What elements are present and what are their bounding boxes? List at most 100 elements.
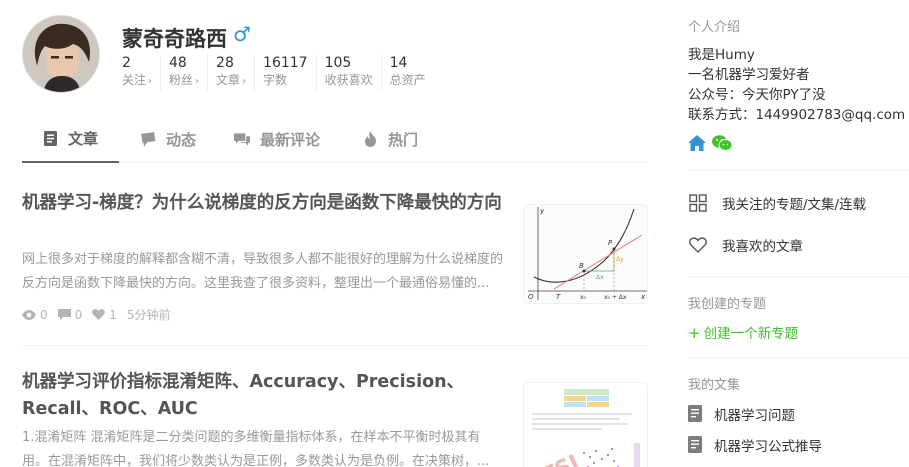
intro-line: 联系方式：1449902783@qq.com: [688, 107, 906, 123]
activity-icon: [140, 131, 156, 147]
article-item: 机器学习评价指标混淆矩阵、Accuracy、Precision、Recall、R…: [22, 369, 648, 467]
stat-following-label: 关注: [122, 73, 147, 87]
stat-likes: 105 收获喜欢: [315, 55, 381, 91]
article-abstract: 网上很多对于梯度的解释都含糊不清，导致很多人都不能很好的理解为什么说梯度的反方向…: [22, 252, 504, 291]
comment-icon: [57, 309, 71, 320]
tab-activity[interactable]: 动态: [140, 116, 196, 162]
chevron-right-icon: ›: [148, 76, 153, 87]
gradient-diagram-image: y O T x x₀ x₀ + Δx P B Δx Δy: [524, 205, 647, 303]
social-links: [688, 135, 733, 155]
stat-following-count: 2: [122, 55, 131, 71]
thumb-label-dx: Δx: [596, 274, 604, 281]
thumb-label-y: y: [539, 207, 545, 215]
comment-icon: [234, 131, 250, 147]
profile-tabs: 文章 动态 最新评论 热门: [22, 116, 648, 163]
article-meta: 0 0 1 5分钟前: [22, 306, 181, 323]
views-count[interactable]: 0: [22, 308, 48, 322]
views-value: 0: [40, 307, 48, 322]
tab-hot[interactable]: 热门: [362, 116, 418, 162]
eye-icon: [22, 309, 36, 320]
article-abstract: 1.混淆矩阵 混淆矩阵是二分类问题的多维衡量指标体系，在样本不平衡时极其有用。在…: [22, 430, 490, 467]
article-title[interactable]: 机器学习-梯度？为什么说梯度的反方向是函数下降最快的方向: [22, 193, 502, 213]
intro-line: 我是Humy: [688, 47, 755, 63]
article-icon: [42, 131, 58, 147]
liked-articles-link[interactable]: 我喜欢的文章: [688, 235, 803, 255]
article-title[interactable]: 机器学习评价指标混淆矩阵、Accuracy、Precision、Recall、R…: [22, 372, 465, 419]
thumb-label-b: B: [579, 262, 584, 270]
article-thumbnail[interactable]: TSI: [523, 382, 648, 467]
chevron-right-icon: ›: [195, 76, 200, 87]
article-thumbnail[interactable]: y O T x x₀ x₀ + Δx P B Δx Δy: [523, 204, 648, 304]
sidebar-divider: [688, 276, 909, 277]
followed-collections-link[interactable]: 我关注的专题/文集/连载: [688, 193, 866, 213]
thumb-label-t: T: [556, 293, 561, 301]
heart-icon: [92, 309, 106, 320]
liked-articles-label: 我喜欢的文章: [722, 239, 803, 255]
sidebar-divider: [688, 357, 909, 358]
tab-articles[interactable]: 文章: [22, 116, 119, 163]
thumb-label-x0dx: x₀ + Δx: [604, 294, 627, 301]
stat-articles[interactable]: 28 文章 ›: [207, 55, 254, 91]
book-icon: [688, 436, 704, 454]
intro-line: 一名机器学习爱好者: [688, 67, 810, 83]
article-divider: [22, 345, 648, 346]
publish-time: 5分钟前: [126, 308, 171, 322]
stat-articles-label: 文章: [216, 73, 241, 87]
profile-name: 蒙奇奇路西: [122, 27, 227, 51]
wechat-icon[interactable]: [712, 135, 733, 155]
intro-text: 我是Humy 一名机器学习爱好者 公众号：今天你PY了没 联系方式：144990…: [688, 45, 905, 125]
male-icon: ♂: [233, 22, 251, 46]
thumb-label-x: x: [640, 293, 646, 301]
stat-assets-label: 总资产: [389, 73, 426, 87]
stat-articles-count: 28: [216, 55, 234, 71]
stat-assets-count: 14: [389, 55, 408, 71]
stat-followers-count: 48: [169, 55, 187, 71]
thumb-label-x0: x₀: [580, 294, 587, 301]
profile-stats: 2 关注 › 48 粉丝 › 28 文章 › 16117 字数 105 收获喜欢 14…: [122, 55, 434, 91]
collection-item[interactable]: 机器学习问题: [688, 404, 795, 424]
stat-followers[interactable]: 48 粉丝 ›: [160, 55, 207, 91]
comments-count[interactable]: 0: [57, 307, 83, 322]
stat-words-label: 字数: [263, 73, 288, 87]
tab-latest-comments-label: 最新评论: [260, 130, 321, 149]
stat-likes-label: 收获喜欢: [324, 73, 373, 87]
fire-icon: [362, 131, 378, 147]
stat-following[interactable]: 2 关注 ›: [122, 55, 160, 91]
tab-hot-label: 热门: [388, 130, 419, 149]
stat-words-count: 16117: [263, 55, 308, 71]
comments-value: 0: [74, 307, 83, 322]
stat-likes-count: 105: [324, 55, 352, 71]
tab-articles-label: 文章: [68, 130, 99, 148]
chevron-right-icon: ›: [242, 76, 247, 87]
followed-collections-label: 我关注的专题/文集/连载: [722, 197, 867, 213]
likes-count[interactable]: 1: [92, 308, 117, 322]
grid-icon: [688, 193, 708, 213]
create-topic-label: 创建一个新专题: [703, 326, 799, 342]
stat-assets: 14 总资产: [380, 55, 434, 91]
tab-activity-label: 动态: [166, 130, 197, 149]
create-topic-button[interactable]: + 创建一个新专题: [688, 322, 798, 342]
thumb-label-p: P: [608, 239, 613, 247]
likes-value: 1: [109, 307, 117, 322]
article-item: 机器学习-梯度？为什么说梯度的反方向是函数下降最快的方向 网上很多对于梯度的解释…: [22, 190, 648, 340]
intro-title: 个人介绍: [688, 20, 741, 35]
heart-outline-icon: [688, 235, 708, 255]
collection-label: 机器学习公式推导: [714, 439, 822, 455]
sidebar-divider: [688, 170, 909, 171]
collection-label: 机器学习问题: [714, 408, 795, 424]
tab-latest-comments[interactable]: 最新评论: [234, 116, 320, 162]
avatar-image: [23, 16, 99, 92]
stat-words: 16117 字数: [254, 55, 316, 91]
confusion-matrix-image: TSI: [524, 383, 647, 467]
avatar[interactable]: [22, 15, 100, 93]
book-icon: [688, 405, 704, 423]
stat-followers-label: 粉丝: [169, 73, 194, 87]
created-topics-title: 我创建的专题: [688, 297, 767, 312]
collections-title: 我的文集: [688, 378, 741, 393]
thumb-label-dy: Δy: [616, 256, 624, 263]
home-icon[interactable]: [688, 135, 706, 155]
plus-icon: +: [688, 324, 701, 342]
thumb-label-o: O: [528, 293, 534, 301]
collection-item[interactable]: 机器学习公式推导: [688, 435, 822, 455]
intro-line: 公众号：今天你PY了没: [688, 87, 826, 103]
